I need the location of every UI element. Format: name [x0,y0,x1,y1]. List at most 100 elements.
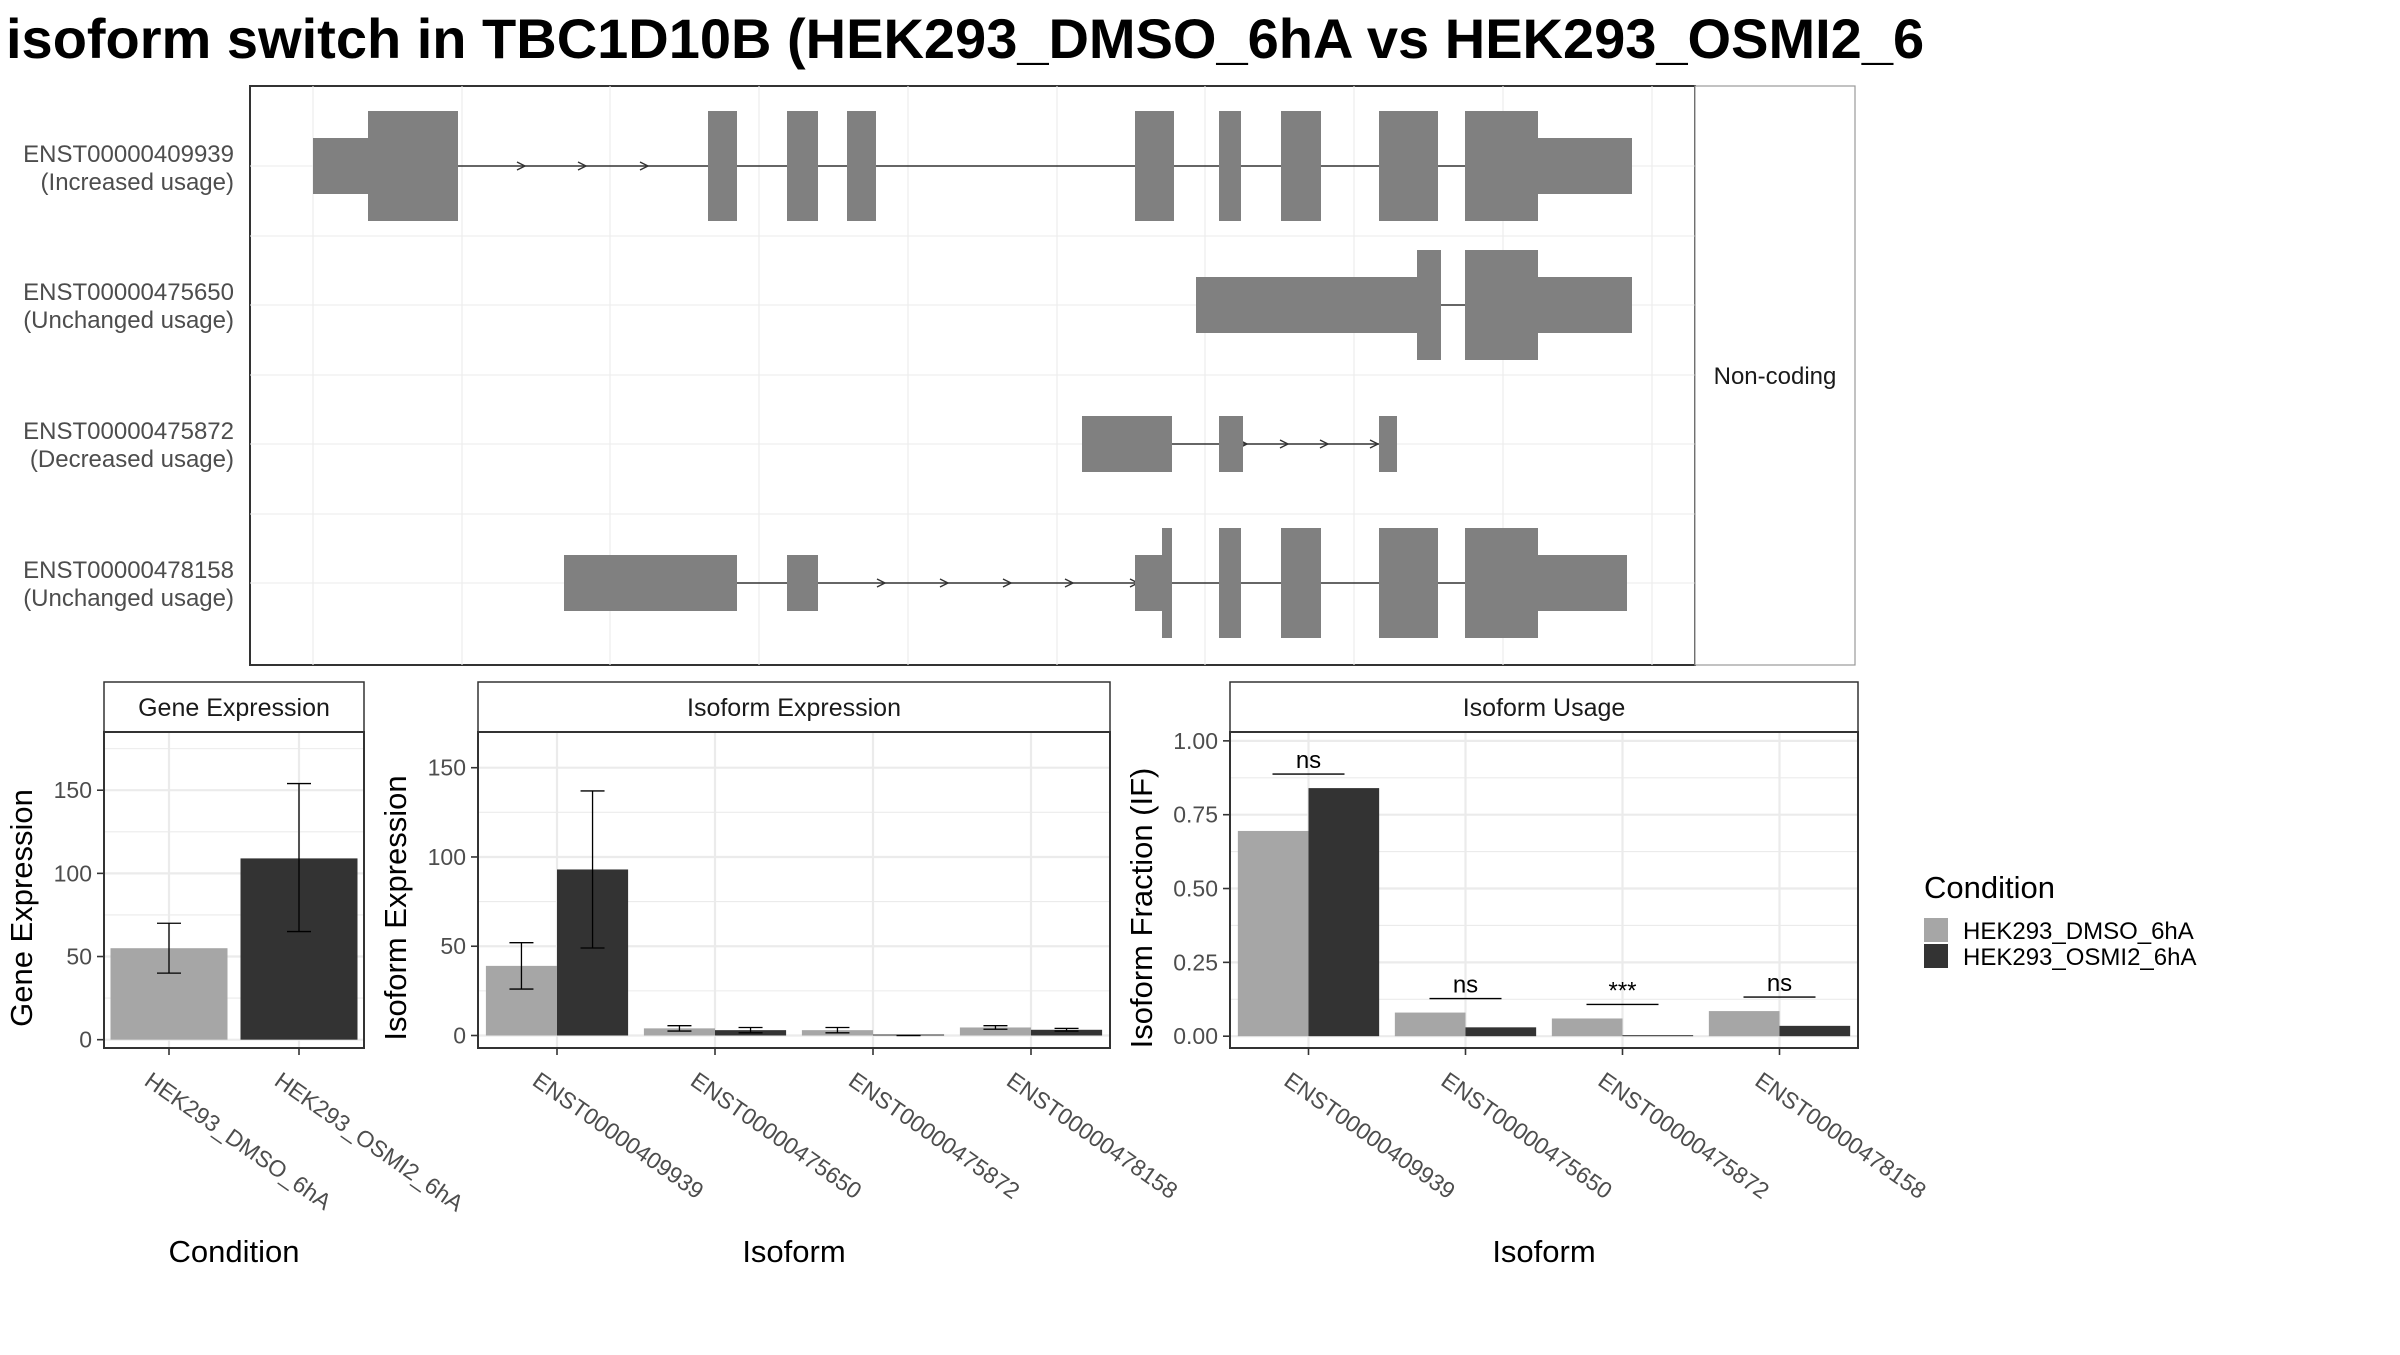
bar [1308,788,1380,1037]
x-tick-label: ENST00000478158 [1751,1067,1931,1204]
isoform-usage-x-title: Isoform [1492,1234,1595,1269]
coding-exon [1465,528,1538,638]
y-tick-label: 50 [440,933,466,959]
isoform-expression-panel: Isoform Expression Isoform Isoform Expre… [378,681,1183,1269]
transcript-structure-panel: Non-coding ENST00000409939 (Increased us… [23,85,1856,666]
intron-direction-arrow [939,578,950,588]
intron-direction-arrow [1064,578,1075,588]
gene-expression-strip-label: Gene Expression [138,694,330,722]
utr-exon [313,138,368,194]
panel-border [103,731,365,1049]
isoform-usage-strip [1229,681,1859,733]
bar [1779,1025,1851,1037]
intron-direction-arrow [516,161,527,171]
y-tick-label: 0 [79,1027,92,1053]
bar [1237,830,1309,1037]
intron-direction-arrow [577,161,588,171]
utr-exon [1219,416,1243,472]
bar [1708,1011,1780,1037]
transcript-id: ENST00000478158 [23,557,234,584]
transcript-usage: (Increased usage) [41,169,234,196]
coding-exon [368,111,458,221]
transcript-usage: (Decreased usage) [30,446,234,473]
y-tick-label: 100 [54,860,92,886]
significance-label: *** [1608,977,1636,1004]
bar [1031,1029,1103,1036]
isoform-usage-panel: Isoform Usage Isoform Isoform Fraction (… [1124,681,1931,1269]
bar [1465,1027,1537,1037]
gene-expression-strip [103,681,365,733]
isoform-expression-x-title: Isoform [742,1234,845,1269]
bar [1551,1018,1623,1037]
bar [1622,1035,1694,1037]
coding-exon [1417,250,1441,360]
structure-side-strip [1694,85,1856,666]
legend-title: Condition [1924,870,2055,905]
gene-expression-y-title: Gene Expression [4,789,39,1027]
panel-border [1229,731,1859,1049]
coding-exon [847,111,876,221]
transcript-usage: (Unchanged usage) [23,307,234,334]
non-coding-label: Non-coding [1714,363,1837,390]
transcript-usage: (Unchanged usage) [23,585,234,612]
figure-title: isoform switch in TBC1D10B (HEK293_DMSO_… [6,7,1924,70]
significance-label: ns [1453,972,1478,999]
isoform-expression-strip [477,681,1111,733]
bar [1394,1012,1466,1037]
coding-exon [1281,528,1321,638]
utr-exon [1379,416,1397,472]
x-tick-label: ENST00000409939 [528,1067,708,1204]
utr-exon [1538,138,1632,194]
intron-direction-arrow [876,578,887,588]
y-tick-label: 150 [54,777,92,803]
condition-legend: Condition HEK293_DMSO_6hA HEK293_OSMI2_6… [1924,870,2196,971]
utr-exon [1135,555,1162,611]
x-tick-label: ENST00000475650 [686,1067,866,1204]
coding-exon [1219,111,1241,221]
utr-exon [1196,277,1417,333]
utr-exon [1082,416,1172,472]
coding-exon [1135,111,1174,221]
isoform-expression-strip-label: Isoform Expression [687,694,901,722]
x-tick-label: ENST00000478158 [1002,1067,1182,1204]
x-tick-label: ENST00000475872 [844,1067,1024,1204]
coding-exon [708,111,737,221]
structure-exons [313,111,1632,638]
transcript-id: ENST00000409939 [23,141,234,168]
transcript-id: ENST00000475872 [23,418,234,445]
gene-expression-x-title: Condition [169,1234,300,1269]
bar [643,1028,715,1036]
x-tick-label: ENST00000475872 [1594,1067,1774,1204]
isoform-usage-y-title: Isoform Fraction (IF) [1124,768,1159,1049]
coding-exon [1465,111,1538,221]
y-tick-label: 1.00 [1173,728,1218,754]
y-tick-label: 50 [66,944,92,970]
x-tick-label: ENST00000409939 [1280,1067,1460,1204]
x-tick-label: ENST00000475650 [1437,1067,1617,1204]
transcript-id: ENST00000475650 [23,279,234,306]
intron-direction-arrow [1002,578,1013,588]
utr-exon [787,555,818,611]
legend-label-osmi2: HEK293_OSMI2_6hA [1963,944,2196,971]
y-tick-label: 100 [428,844,466,870]
y-tick-label: 0.50 [1173,876,1218,902]
legend-key-osmi2 [1924,944,1948,968]
y-tick-label: 0.00 [1173,1023,1218,1049]
coding-exon [1465,250,1538,360]
isoform-expression-y-title: Isoform Expression [378,775,413,1040]
intron-direction-arrow [1319,439,1330,449]
utr-exon [1538,277,1632,333]
legend-key-dmso [1924,918,1948,942]
coding-exon [1162,528,1172,638]
coding-exon [1281,111,1321,221]
utr-exon [1538,555,1627,611]
intron-direction-arrow [1279,439,1290,449]
coding-exon [1379,111,1438,221]
y-tick-label: 150 [428,755,466,781]
utr-exon [564,555,737,611]
intron-direction-arrow [1369,439,1380,449]
significance-label: ns [1767,970,1792,997]
significance-label: ns [1296,747,1321,774]
bar [959,1027,1031,1036]
